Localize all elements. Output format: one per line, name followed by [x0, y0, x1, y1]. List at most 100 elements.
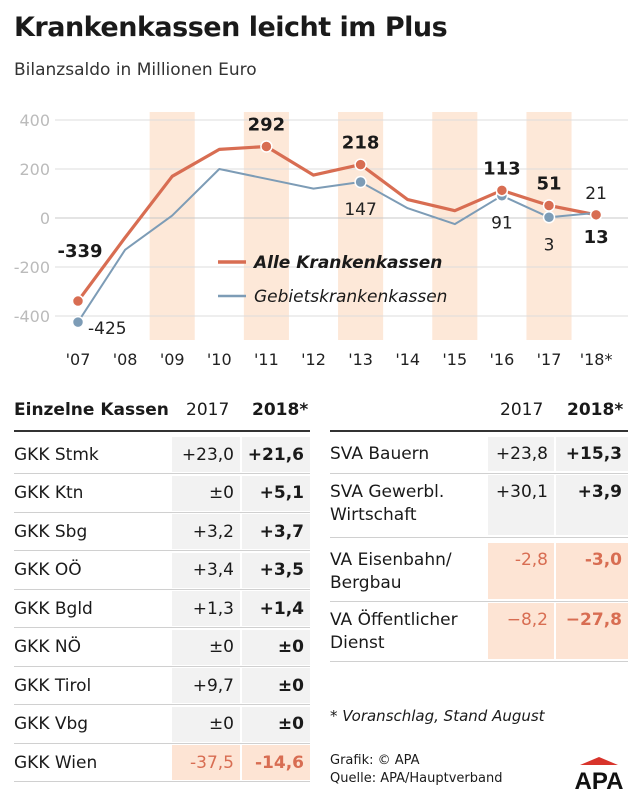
legend-label-gkk: Gebietskrankenkassen [254, 287, 447, 307]
row-separator [14, 588, 310, 590]
kasse-name: SVA Bauern [330, 444, 430, 464]
alle-point [260, 140, 273, 153]
alle-point [589, 208, 603, 222]
row-separator [330, 537, 628, 538]
kasse-name: GKK Tirol [14, 675, 92, 696]
value-2017: -2,8 [488, 543, 554, 599]
gkk-data-label: 91 [491, 214, 513, 234]
alle-data-label: 113 [483, 158, 521, 179]
x-tick-label: '10 [207, 350, 232, 369]
row-separator [330, 661, 628, 662]
x-tick-label: '09 [160, 350, 185, 369]
gkk-data-label: -425 [88, 319, 127, 339]
x-tick-label: '14 [395, 350, 420, 369]
alle-data-label: 218 [342, 133, 380, 154]
value-2018: ±0 [242, 706, 310, 742]
value-2018: +1,4 [242, 591, 310, 626]
x-tick-label: '11 [254, 350, 279, 369]
row-separator [14, 781, 310, 782]
gkk-point [354, 175, 367, 189]
footnote: * Voranschlag, Stand August [330, 707, 545, 725]
credit-graphic: Grafik: © APA [330, 753, 420, 768]
x-tick-label: '12 [301, 350, 326, 369]
legend-label-alle: Alle Krankenkassen [252, 253, 442, 273]
x-tick-label: '17 [537, 350, 562, 369]
y-tick-label: -200 [14, 258, 50, 277]
kasse-name: GKK OÖ [14, 560, 82, 580]
gkk-data-label: 147 [344, 200, 376, 220]
kasse-name: GKK Ktn [14, 483, 84, 503]
left-table-header-2017: 2017 [186, 400, 230, 420]
right-table-header-2017: 2017 [500, 400, 544, 420]
kasse-name: GKK Sbg [14, 521, 88, 542]
gkk-data-label: 21 [585, 184, 607, 204]
row-separator [330, 473, 628, 474]
x-tick-label: '07 [66, 350, 91, 369]
value-2017: +3,4 [172, 552, 240, 588]
value-2018: +3,5 [242, 552, 310, 588]
line-chart: 400 200 0 -200 -400 '07 '08 '09 '10 '11 '12 '13 '14… [14, 111, 628, 369]
alle-data-label: -339 [57, 241, 102, 262]
value-2017: +9,7 [172, 668, 240, 703]
value-2018: +3,7 [242, 514, 310, 549]
row-separator [14, 550, 310, 551]
kasse-name: VA Eisenbahn/ Bergbau [330, 550, 452, 593]
alle-point [354, 158, 367, 171]
chart-subtitle: Bilanzsaldo in Millionen Euro [14, 60, 257, 80]
series-line-gkk [77, 168, 597, 323]
year-band [526, 112, 572, 340]
row-separator [14, 742, 310, 744]
x-tick-label: '15 [442, 350, 467, 369]
value-2018: ±0 [242, 668, 310, 703]
row-separator [14, 704, 310, 705]
y-tick-label: 400 [19, 111, 50, 130]
value-2017: +23,0 [172, 437, 240, 472]
value-2017: +3,2 [172, 514, 240, 549]
x-tick-label: '13 [348, 350, 373, 369]
kasse-name: GKK Bgld [14, 598, 93, 619]
alle-point [542, 199, 556, 212]
gkk-point [71, 315, 85, 329]
value-2017: -37,5 [172, 745, 240, 780]
row-separator [14, 627, 310, 628]
series-line-alle [76, 144, 597, 303]
alle-point [495, 184, 509, 197]
apa-logo-text: APA [575, 768, 624, 791]
row-separator [14, 511, 310, 513]
value-2018: +5,1 [242, 475, 310, 511]
value-2017: ±0 [172, 629, 240, 665]
value-2018: +3,9 [556, 475, 628, 535]
year-band [338, 112, 384, 340]
alle-data-label: 292 [248, 114, 286, 135]
value-2018: +15,3 [556, 437, 628, 471]
credits: Grafik: © APA Quelle: APA/Hauptverband [330, 752, 502, 788]
row-separator [14, 665, 310, 667]
value-2017: +23,8 [488, 437, 554, 471]
year-band [432, 112, 478, 340]
value-2017: ±0 [172, 475, 240, 511]
value-2017: +30,1 [488, 475, 554, 535]
value-2018: -14,6 [242, 745, 310, 780]
value-2018: -3,0 [556, 543, 628, 599]
kasse-name: GKK Wien [14, 752, 98, 773]
x-tick-label: '18* [580, 350, 613, 369]
kasse-name: GKK Stmk [14, 444, 99, 465]
kasse-name: VA Öffentlicher Dienst [330, 610, 458, 653]
value-2018: −27,8 [556, 603, 628, 659]
x-tick-label: '16 [490, 350, 515, 369]
value-2017: −8,2 [488, 603, 554, 659]
left-table-top-rule [14, 430, 310, 432]
right-table-top-rule [330, 430, 628, 432]
kasse-name: GKK NÖ [14, 637, 81, 657]
left-table-header-2018: 2018* [252, 400, 309, 420]
x-tick-label: '08 [113, 350, 138, 369]
chart-title: Krankenkassen leicht im Plus [14, 12, 448, 43]
left-table-header-title: Einzelne Kassen [14, 400, 169, 420]
y-tick-label: 200 [19, 160, 50, 179]
alle-data-label: 51 [536, 174, 561, 195]
alle-data-label: 13 [584, 227, 609, 248]
row-separator [14, 473, 310, 474]
y-tick-label: 0 [40, 209, 50, 228]
gkk-data-label: 3 [544, 235, 555, 255]
value-2018: +21,6 [242, 437, 310, 472]
